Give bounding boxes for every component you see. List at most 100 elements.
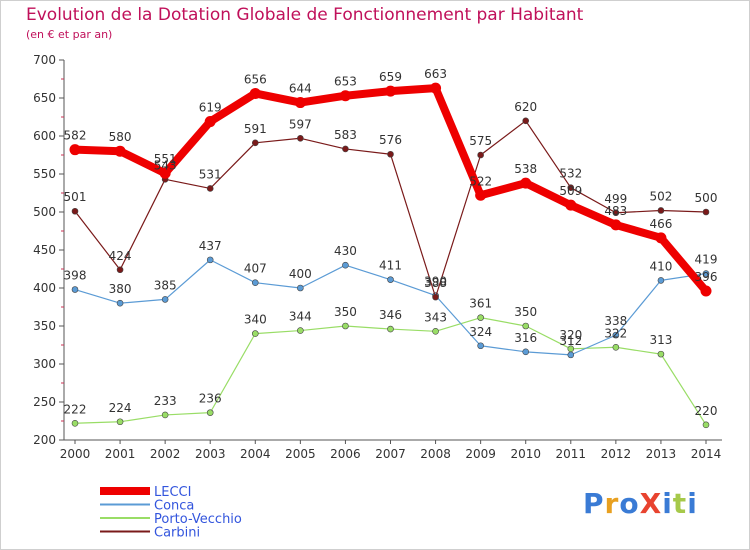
- data-point-porto-vecchio: [612, 343, 620, 351]
- x-tick-label: 2007: [375, 447, 406, 461]
- data-point-conca: [567, 351, 575, 359]
- data-label-carbini: 597: [289, 117, 312, 131]
- data-point-carbini: [206, 185, 214, 192]
- data-point-lecci: [114, 145, 126, 157]
- y-tick-label: 400: [33, 281, 56, 295]
- logo-letter: r: [604, 487, 620, 520]
- data-point-carbini: [702, 208, 710, 216]
- data-label-lecci: 396: [695, 270, 718, 284]
- y-tick-label: 300: [33, 357, 56, 371]
- data-label-porto-vecchio: 350: [514, 305, 537, 319]
- data-label-conca: 411: [379, 259, 402, 273]
- data-point-porto-vecchio: [116, 418, 124, 426]
- data-point-lecci: [610, 219, 622, 231]
- data-label-porto-vecchio: 233: [154, 394, 177, 408]
- data-label-porto-vecchio: 222: [64, 402, 87, 416]
- data-label-conca: 437: [199, 239, 222, 253]
- series-carbini: [71, 117, 710, 301]
- data-point-conca: [116, 299, 124, 307]
- legend-label-lecci: LECCI: [154, 485, 191, 500]
- data-point-conca: [206, 256, 214, 264]
- data-label-carbini: 620: [514, 100, 537, 114]
- logo-letter: i: [662, 487, 673, 520]
- data-point-porto-vecchio: [432, 328, 439, 335]
- data-label-lecci: 522: [469, 174, 492, 188]
- data-point-carbini: [567, 184, 575, 191]
- data-point-lecci: [700, 285, 712, 297]
- x-tick-label: 2012: [601, 447, 632, 461]
- data-label-carbini: 543: [154, 158, 177, 172]
- data-label-porto-vecchio: 350: [334, 305, 357, 319]
- x-tick-label: 2009: [465, 447, 496, 461]
- data-point-lecci: [520, 177, 532, 189]
- data-label-porto-vecchio: 343: [424, 310, 447, 324]
- x-tick-label: 2000: [60, 447, 91, 461]
- logo-letter: t: [672, 487, 688, 520]
- data-label-porto-vecchio: 224: [109, 401, 132, 415]
- data-point-carbini: [522, 117, 530, 125]
- chart-title: Evolution de la Dotation Globale de Fonc…: [26, 5, 584, 25]
- y-tick-label: 550: [33, 167, 56, 181]
- data-point-carbini: [657, 207, 665, 214]
- data-point-lecci: [655, 232, 667, 244]
- data-label-porto-vecchio: 346: [379, 308, 402, 322]
- data-label-porto-vecchio: 340: [244, 313, 267, 327]
- x-tick-label: 2011: [556, 447, 587, 461]
- data-point-porto-vecchio: [657, 350, 665, 358]
- data-point-lecci: [159, 167, 171, 179]
- data-label-conca: 430: [334, 244, 357, 258]
- x-tick-label: 2010: [510, 447, 541, 461]
- x-tick-label: 2005: [285, 447, 316, 461]
- data-point-carbini: [297, 134, 304, 142]
- data-point-carbini: [342, 145, 349, 153]
- data-label-lecci: 483: [604, 204, 627, 218]
- series-lecci: [69, 82, 712, 297]
- y-tick-label: 700: [33, 53, 56, 67]
- data-label-conca: 316: [514, 331, 537, 345]
- y-tick-label: 500: [33, 205, 56, 219]
- data-label-carbini: 575: [469, 134, 492, 148]
- data-point-conca: [161, 296, 169, 303]
- data-point-carbini: [432, 293, 439, 301]
- chart-subtitle: (en € et par an): [26, 28, 113, 41]
- data-label-lecci: 653: [334, 75, 357, 89]
- legend-label-porto-vecchio: Porto-Vecchio: [154, 512, 242, 527]
- data-point-porto-vecchio: [71, 419, 79, 427]
- data-label-porto-vecchio: 313: [649, 333, 672, 347]
- data-label-lecci: 656: [244, 72, 267, 86]
- data-label-carbini: 499: [604, 192, 627, 206]
- data-label-conca: 419: [695, 253, 718, 267]
- x-tick-label: 2008: [420, 447, 451, 461]
- data-label-lecci: 551: [154, 152, 177, 166]
- x-tick-label: 2013: [646, 447, 677, 461]
- data-label-porto-vecchio: 322: [604, 326, 627, 340]
- data-point-conca: [477, 342, 484, 350]
- data-point-carbini: [477, 151, 484, 159]
- data-point-conca: [297, 284, 304, 292]
- data-label-conca: 338: [604, 314, 627, 328]
- data-point-porto-vecchio: [342, 322, 349, 330]
- data-label-carbini: 424: [109, 249, 132, 263]
- data-point-lecci: [249, 87, 261, 99]
- data-point-carbini: [251, 139, 259, 147]
- data-point-lecci: [69, 144, 81, 156]
- proxiti-logo: ProXiti: [583, 487, 698, 520]
- data-label-conca: 324: [469, 325, 492, 339]
- x-tick-label: 2003: [195, 447, 226, 461]
- data-label-conca: 390: [424, 275, 447, 289]
- data-label-conca: 385: [154, 278, 177, 292]
- y-tick-label: 200: [33, 433, 56, 447]
- data-point-conca: [71, 286, 79, 293]
- data-label-lecci: 663: [424, 67, 447, 81]
- data-label-lecci: 659: [379, 70, 402, 84]
- data-label-conca: 407: [244, 262, 267, 276]
- data-point-conca: [702, 270, 710, 277]
- data-label-lecci: 509: [559, 184, 582, 198]
- data-label-lecci: 466: [649, 217, 672, 231]
- data-point-lecci: [339, 90, 351, 102]
- data-label-porto-vecchio: 220: [695, 404, 718, 418]
- data-label-conca: 400: [289, 267, 312, 281]
- data-point-porto-vecchio: [522, 322, 530, 330]
- logo-letter: i: [687, 487, 698, 520]
